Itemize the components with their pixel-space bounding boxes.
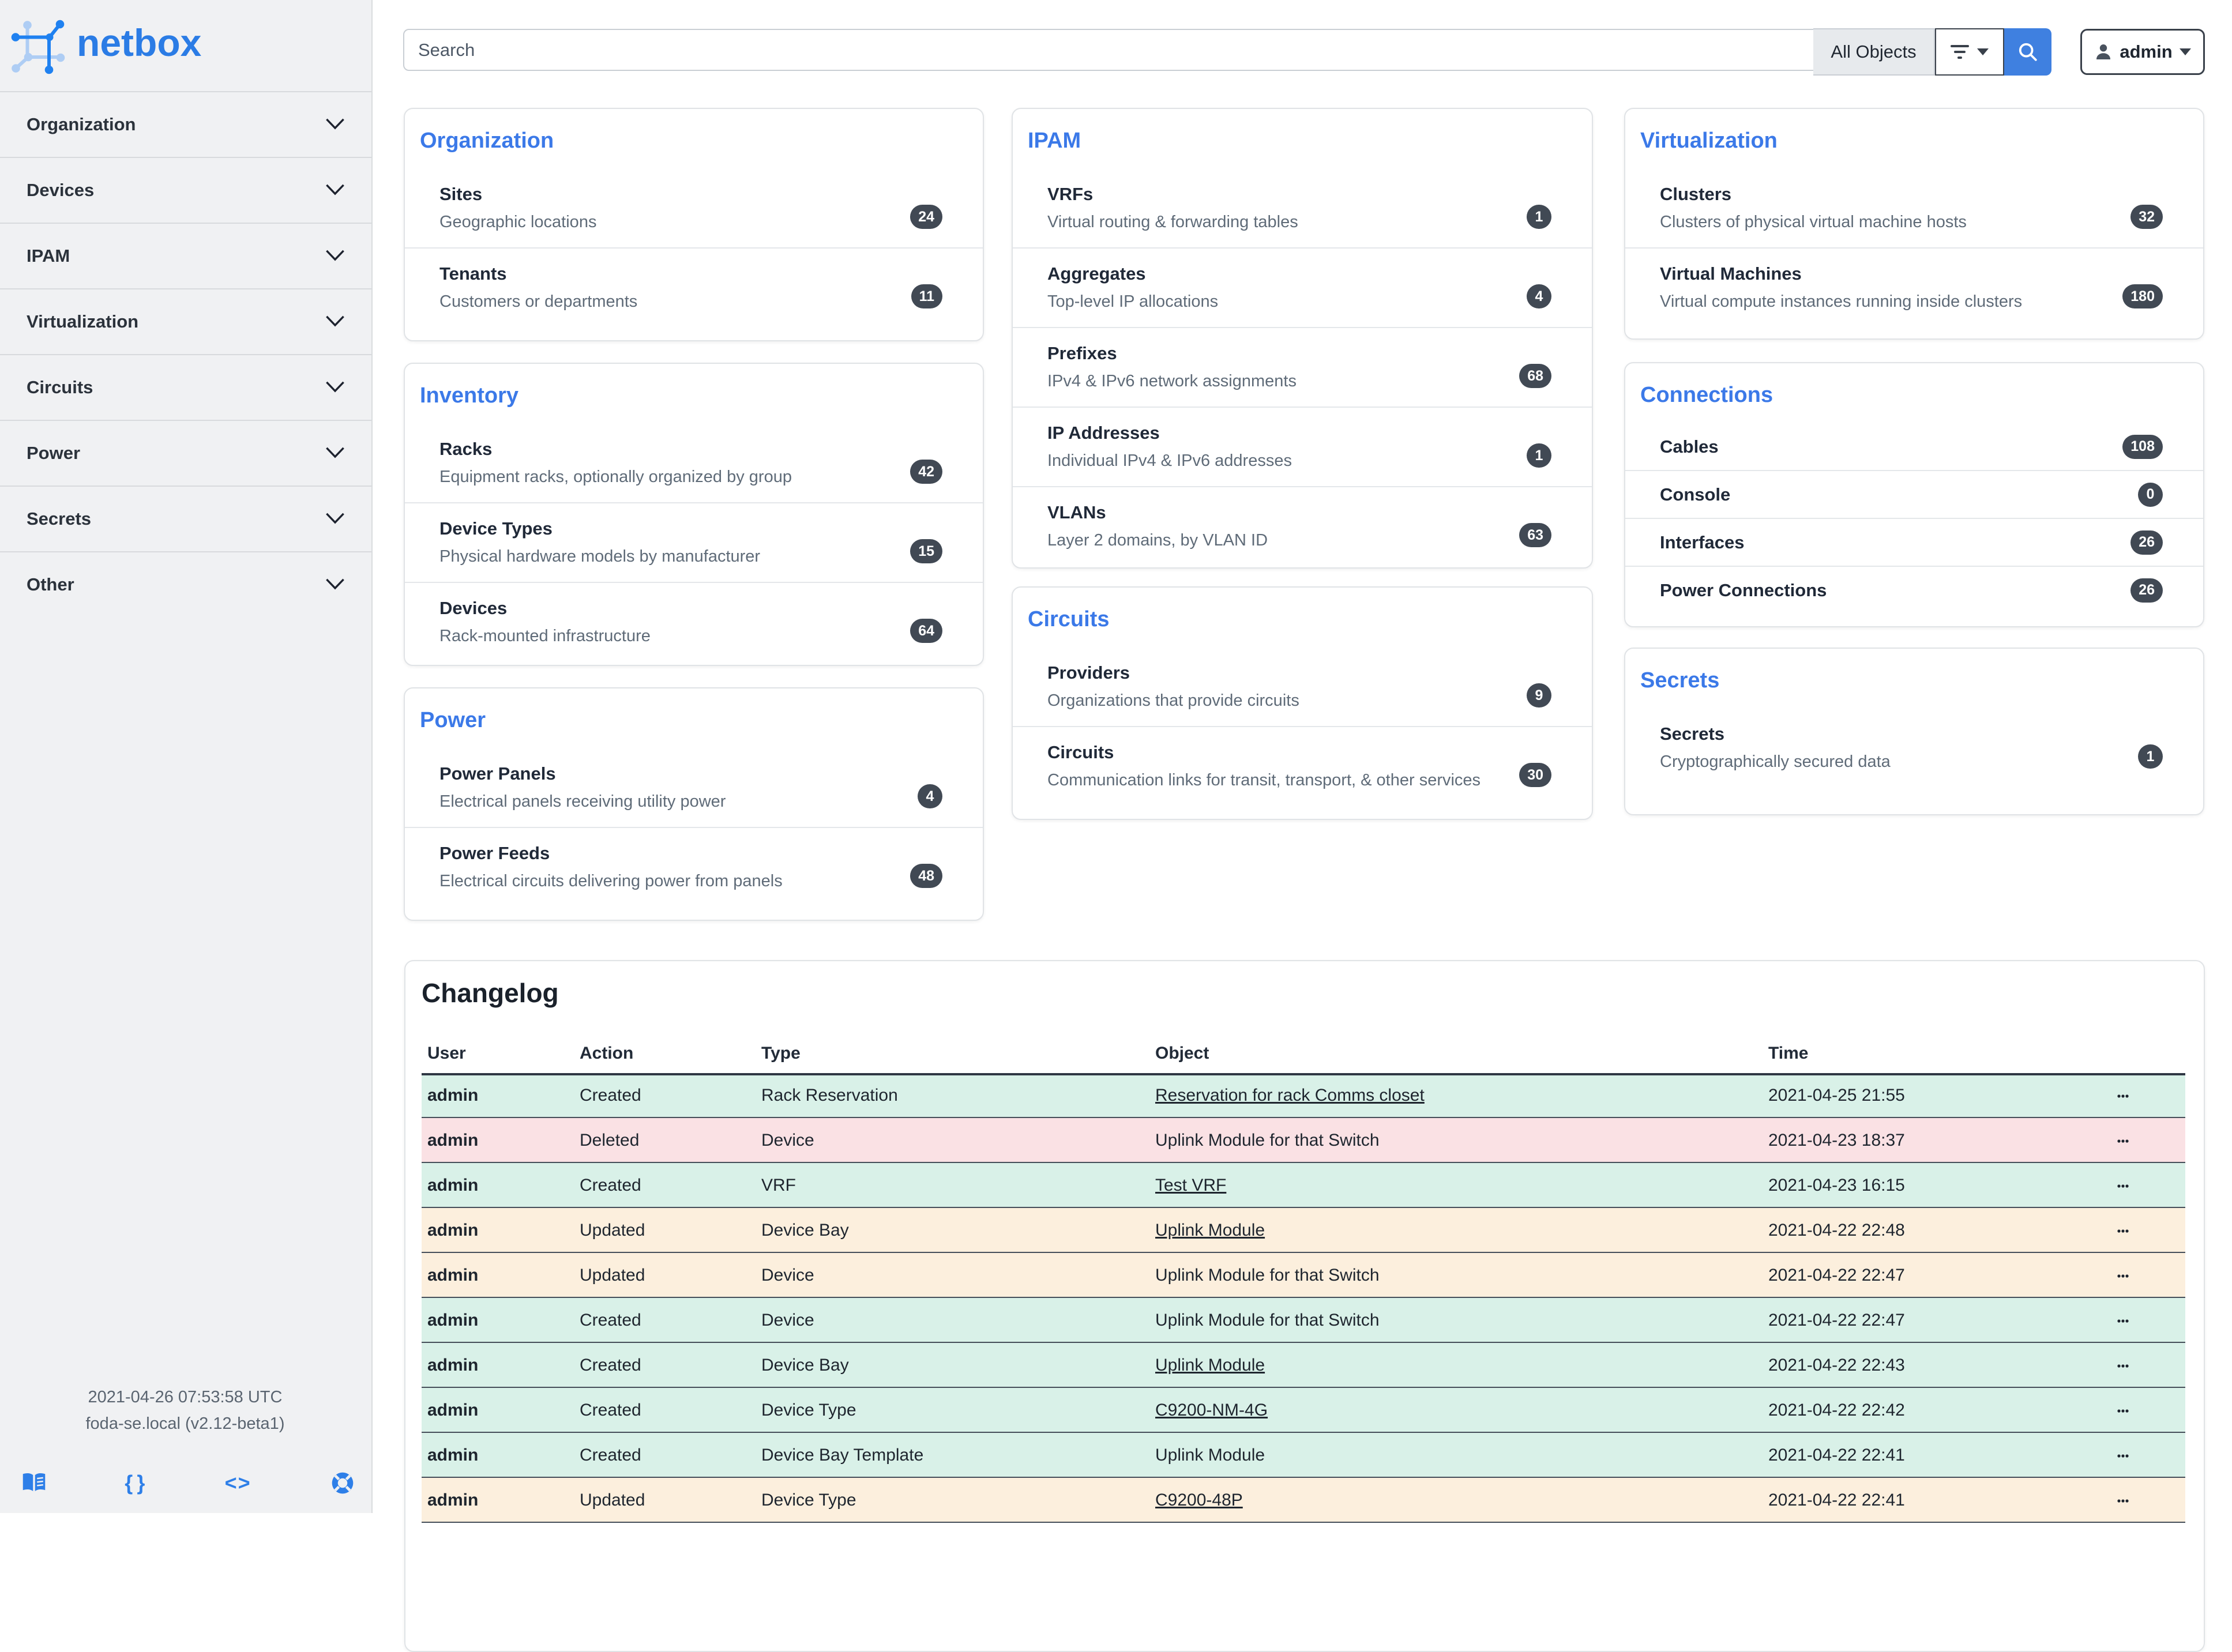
svg-text:netbox: netbox (77, 21, 202, 64)
